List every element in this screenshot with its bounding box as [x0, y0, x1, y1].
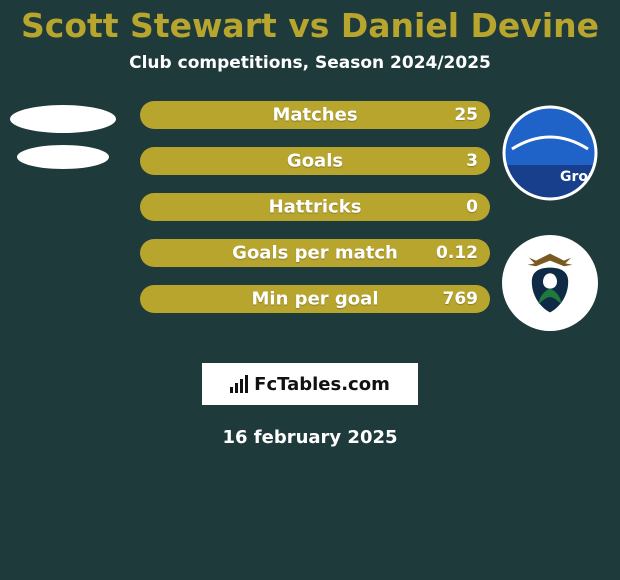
- bar-chart-icon: [230, 375, 248, 393]
- stat-label: Matches: [272, 105, 357, 126]
- right-badge-group: Group: [500, 105, 600, 331]
- stat-value: 769: [443, 289, 479, 309]
- stats-area: Matches 25 Goals 3 Hattricks 0 Goals per…: [0, 101, 620, 341]
- stat-value: 0.12: [436, 243, 478, 263]
- fctables-logo: FcTables.com: [202, 363, 418, 405]
- eagle-icon: [528, 254, 573, 267]
- stat-bar-min-per-goal: Min per goal 769: [140, 285, 490, 313]
- shield-icon: [532, 268, 568, 313]
- stat-bars: Matches 25 Goals 3 Hattricks 0 Goals per…: [140, 101, 490, 313]
- infographic-container: Scott Stewart vs Daniel Devine Club comp…: [0, 0, 620, 580]
- stat-bar-hattricks: Hattricks 0: [140, 193, 490, 221]
- left-badge-group: [8, 105, 118, 169]
- stat-label: Goals: [287, 151, 343, 172]
- club-badge-2-svg: [515, 248, 585, 318]
- icon-bar: [245, 375, 248, 393]
- stat-value: 3: [466, 151, 478, 171]
- stat-value: 0: [466, 197, 478, 217]
- stat-bar-goals: Goals 3: [140, 147, 490, 175]
- left-ellipse-2: [17, 145, 109, 169]
- page-title: Scott Stewart vs Daniel Devine: [0, 0, 620, 45]
- club-badge-1: Group: [502, 105, 598, 201]
- stat-value: 25: [454, 105, 478, 125]
- icon-bar: [230, 387, 233, 393]
- icon-bar: [235, 383, 238, 393]
- club-badge-2: [502, 235, 598, 331]
- stat-label: Hattricks: [269, 197, 362, 218]
- stat-bar-goals-per-match: Goals per match 0.12: [140, 239, 490, 267]
- left-ellipse-1: [10, 105, 116, 133]
- logo-text: FcTables.com: [254, 374, 390, 395]
- stat-label: Min per goal: [252, 289, 379, 310]
- stat-bar-matches: Matches 25: [140, 101, 490, 129]
- date-text: 16 february 2025: [0, 427, 620, 448]
- club-badge-1-svg: Group: [502, 105, 598, 201]
- icon-bar: [240, 379, 243, 393]
- stat-label: Goals per match: [232, 243, 398, 264]
- subtitle: Club competitions, Season 2024/2025: [0, 53, 620, 73]
